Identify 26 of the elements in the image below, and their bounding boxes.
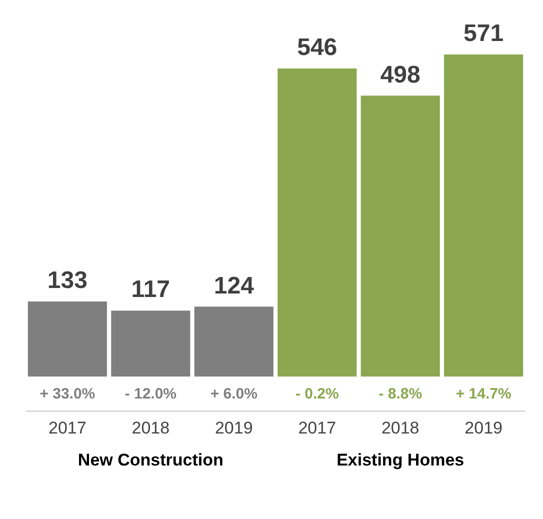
data-label: 124 — [214, 272, 255, 300]
text: New Construction — [78, 450, 224, 470]
text: + 14.7% — [456, 386, 512, 403]
bar — [194, 306, 274, 377]
bar — [360, 96, 440, 377]
text: Existing Homes — [336, 450, 464, 470]
bar — [28, 302, 107, 377]
data-label: 133 — [47, 267, 88, 294]
text: - 0.2% — [295, 386, 339, 403]
text: - 8.8% — [378, 386, 422, 403]
x-tick-label: 2018 — [132, 418, 170, 438]
data-label: 498 — [380, 61, 420, 88]
data-label: 117 — [131, 276, 170, 304]
x-tick-label: 2017 — [48, 418, 86, 438]
bar — [278, 68, 357, 377]
text: - 12.0% — [124, 386, 177, 403]
x-tick-label: 2017 — [298, 418, 336, 438]
text: + 33.0% — [40, 386, 96, 403]
data-label: 546 — [297, 34, 338, 62]
text: + 6.0% — [210, 386, 258, 403]
x-tick-label: 2019 — [464, 418, 502, 438]
data-label: 571 — [464, 20, 504, 48]
bar — [444, 54, 524, 377]
x-tick-label: 2019 — [214, 418, 253, 438]
x-tick-label: 2018 — [381, 418, 420, 438]
bar — [111, 310, 190, 377]
